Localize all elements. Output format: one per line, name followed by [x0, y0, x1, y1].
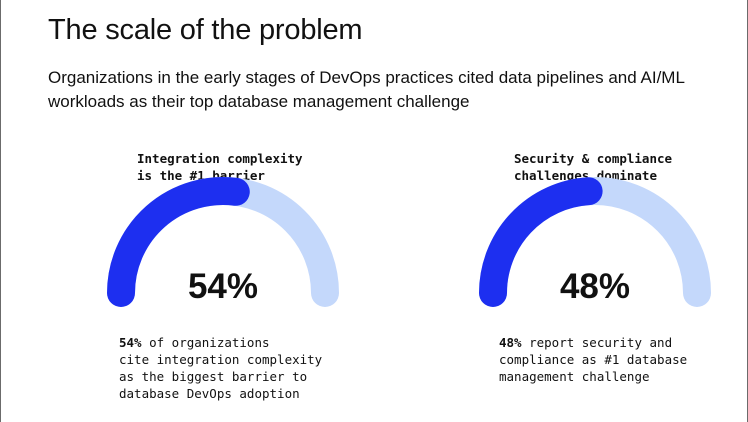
gauge-2-chart: 48% [479, 177, 711, 307]
left-border [0, 0, 1, 422]
gauge-1-description-lead: 54% [119, 335, 142, 350]
gauge-1-description: 54% of organizations cite integration co… [119, 334, 322, 402]
gauge-2-description-lead: 48% [499, 335, 522, 350]
page-subtitle: Organizations in the early stages of Dev… [48, 68, 685, 111]
gauge-2-title: Security & compliance challenges dominat… [514, 151, 673, 183]
gauge-1-chart: 54% [107, 177, 339, 307]
gauge-2-fill [479, 177, 603, 307]
gauge-2-description-rest: report security and compliance as #1 dat… [499, 335, 688, 384]
gauge-2-value: 48% [560, 267, 630, 306]
gauge-1-fill [107, 177, 250, 307]
page-title: The scale of the problem [48, 14, 363, 46]
gauge-1-value: 54% [188, 267, 258, 306]
gauge-2-description: 48% report security and compliance as #1… [499, 334, 687, 385]
gauge-1-description-rest: of organizations cite integration comple… [119, 335, 323, 401]
